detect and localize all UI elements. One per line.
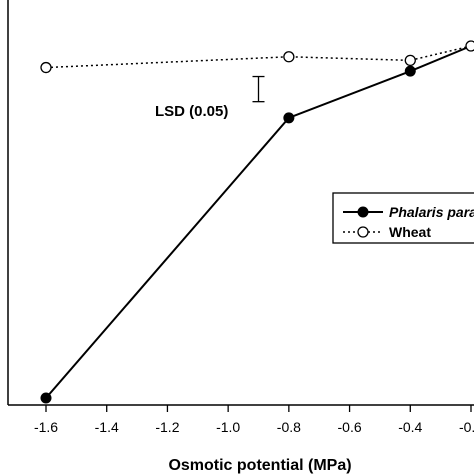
legend-marker-wheat xyxy=(357,226,369,238)
series-line-phalaris xyxy=(45,45,472,399)
lsd-error-bar xyxy=(252,75,265,103)
data-point-wheat xyxy=(40,61,52,74)
x-tick-label: -1.4 xyxy=(95,419,119,435)
x-tick-label: -0.4 xyxy=(398,419,422,435)
x-tick-label: -1.6 xyxy=(34,419,58,435)
series-line-wheat xyxy=(45,45,472,69)
data-point-wheat xyxy=(283,51,295,63)
data-point-phalaris xyxy=(404,65,416,77)
x-tick-label: -1.2 xyxy=(155,419,179,435)
data-point-phalaris xyxy=(40,392,52,404)
x-tick-label: -0.2 xyxy=(459,419,474,435)
legend: Phalaris paradoxa Wheat xyxy=(332,192,474,244)
legend-marker-phalaris xyxy=(357,206,369,218)
x-tick-label: -0.8 xyxy=(277,419,301,435)
lsd-annotation: LSD (0.05) xyxy=(155,75,265,120)
data-point-wheat xyxy=(465,40,474,52)
legend-label-phalaris: Phalaris paradoxa xyxy=(389,204,474,220)
x-axis-label: Osmotic potential (MPa) xyxy=(168,457,351,474)
legend-label-wheat: Wheat xyxy=(389,224,431,240)
x-tick-label: -0.6 xyxy=(338,419,362,435)
chart-series xyxy=(40,40,474,404)
legend-box xyxy=(332,192,474,244)
chart-axes: -1.6 -1.4 -1.2 -1.0 -0.8 -0.6 -0.4 -0.2 xyxy=(7,0,474,435)
data-point-wheat xyxy=(404,54,416,67)
x-tick-label: -1.0 xyxy=(216,419,240,435)
lsd-label: LSD (0.05) xyxy=(155,103,228,120)
data-point-phalaris xyxy=(283,112,295,124)
